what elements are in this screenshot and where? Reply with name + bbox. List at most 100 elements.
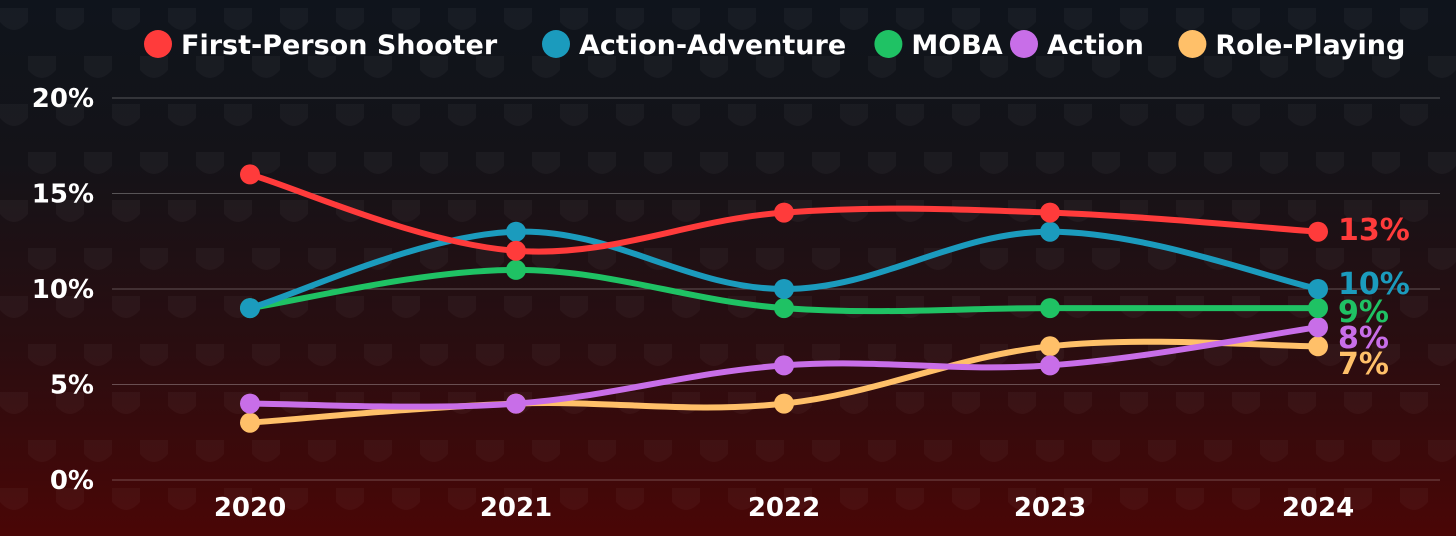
data-point — [506, 240, 526, 261]
watermark-shield — [532, 440, 560, 462]
end-value-label: 7% — [1338, 347, 1389, 382]
watermark-shield — [868, 440, 896, 462]
watermark-shield — [1120, 488, 1148, 510]
legend-item: MOBA — [874, 30, 1003, 61]
watermark-shield — [700, 248, 728, 270]
legend-label: Action — [1047, 30, 1144, 61]
watermark-shield — [672, 488, 700, 510]
watermark-shield — [1232, 488, 1260, 510]
watermark-shield — [308, 152, 336, 174]
watermark-shield — [0, 104, 28, 126]
watermark-shield — [1092, 152, 1120, 174]
watermark-shield — [728, 392, 756, 414]
watermark-shield — [672, 296, 700, 318]
legend-label: MOBA — [911, 30, 1002, 61]
watermark-shield — [448, 104, 476, 126]
watermark-shield — [504, 104, 532, 126]
watermark-shield — [0, 8, 28, 30]
watermark-shield — [924, 344, 952, 366]
watermark-shield — [336, 8, 364, 30]
watermark-shield — [280, 200, 308, 222]
data-point — [240, 393, 260, 414]
watermark-shield — [420, 440, 448, 462]
watermark-shield — [476, 344, 504, 366]
end-labels: 13% 10%9%8%7% — [1338, 213, 1410, 382]
watermark-shield — [616, 104, 644, 126]
watermark-shield — [504, 296, 532, 318]
watermark-shield — [840, 296, 868, 318]
y-tick-label: 15% — [32, 180, 94, 210]
watermark-shield — [700, 440, 728, 462]
watermark-shield — [812, 248, 840, 270]
watermark-shield — [672, 8, 700, 30]
y-tick-label: 0% — [50, 466, 94, 496]
watermark-shield — [0, 392, 28, 414]
watermark-shield — [644, 152, 672, 174]
watermark-shield — [896, 104, 924, 126]
watermark-shield — [616, 200, 644, 222]
watermark-shield — [224, 200, 252, 222]
watermark-shield — [952, 488, 980, 510]
watermark-shield — [756, 440, 784, 462]
watermark-shield — [840, 8, 868, 30]
watermark-shield — [980, 248, 1008, 270]
watermark-shield — [476, 440, 504, 462]
legend-item: Role-Playing — [1178, 30, 1405, 61]
data-point — [1040, 202, 1060, 223]
watermark-shield — [336, 296, 364, 318]
watermark-shield — [1288, 392, 1316, 414]
watermark-shield — [1008, 104, 1036, 126]
watermark-shield — [1176, 392, 1204, 414]
end-value-label: 13% — [1338, 213, 1410, 248]
watermark-shield — [168, 296, 196, 318]
legend-label: Role-Playing — [1215, 30, 1405, 61]
watermark-shield — [1064, 8, 1092, 30]
watermark-shield — [1148, 440, 1176, 462]
watermark-shield — [504, 8, 532, 30]
watermark-shield — [448, 200, 476, 222]
watermark-shield — [672, 200, 700, 222]
data-point — [506, 221, 526, 242]
watermark-shield — [672, 104, 700, 126]
data-point — [1040, 355, 1060, 376]
watermark-shield — [1428, 56, 1456, 78]
legend-item: First-Person Shooter — [144, 30, 498, 61]
x-axis: 2020 2021 2022 2023 2024 — [214, 493, 1354, 523]
watermark-shield — [1176, 488, 1204, 510]
watermark-shield — [784, 8, 812, 30]
watermark-shield — [756, 248, 784, 270]
watermark-shield — [1148, 56, 1176, 78]
watermark-shield — [28, 56, 56, 78]
watermark-shield — [1036, 248, 1064, 270]
watermark-shield — [560, 296, 588, 318]
watermark-shield — [392, 296, 420, 318]
watermark-shield — [224, 104, 252, 126]
watermark-shield — [308, 248, 336, 270]
watermark-shield — [280, 8, 308, 30]
data-point — [1308, 317, 1328, 338]
watermark-shield — [1316, 152, 1344, 174]
end-value-label: 10% — [1338, 267, 1410, 302]
watermark-shield — [112, 392, 140, 414]
watermark-shield — [28, 344, 56, 366]
data-point — [1040, 336, 1060, 357]
watermark-shield — [1260, 152, 1288, 174]
watermark-shield — [1260, 440, 1288, 462]
watermark-shield — [1288, 8, 1316, 30]
watermark-shield — [392, 488, 420, 510]
watermark-shield — [112, 200, 140, 222]
watermark-shield — [392, 200, 420, 222]
watermark-shield — [224, 8, 252, 30]
watermark-shield — [812, 440, 840, 462]
watermark-shield — [728, 8, 756, 30]
series-action — [240, 317, 1328, 414]
watermark-shield — [1204, 440, 1232, 462]
watermark-shield — [196, 440, 224, 462]
watermark-shield — [1260, 248, 1288, 270]
watermark-shield — [280, 104, 308, 126]
watermark-shield — [1120, 8, 1148, 30]
legend-label: First-Person Shooter — [181, 30, 498, 61]
data-point — [774, 279, 794, 299]
data-point — [1308, 336, 1328, 357]
watermark-shield — [1120, 104, 1148, 126]
